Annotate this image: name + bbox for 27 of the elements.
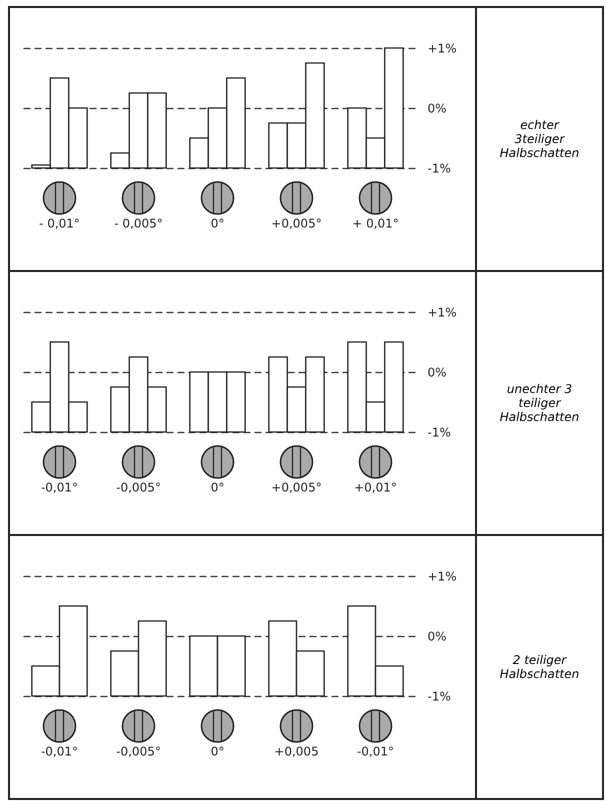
- x-tick-label: +0,005: [274, 744, 319, 758]
- y-tick-label: 0%: [428, 102, 447, 116]
- y-tick-label: +1%: [428, 306, 457, 320]
- x-tick-label: -0,01°: [356, 744, 394, 758]
- y-tick-label: 0%: [428, 630, 447, 644]
- y-tick-label: -1%: [428, 690, 451, 704]
- x-tick-label: 0°: [210, 744, 224, 758]
- x-tick-label: +0,005°: [271, 216, 322, 230]
- x-tick-label: 0°: [210, 216, 224, 230]
- x-tick-label: +0,005°: [271, 480, 322, 494]
- y-tick-label: +1%: [428, 570, 457, 584]
- text: unechter 3 teiliger Halbschatten: [499, 382, 580, 424]
- y-tick-label: 0%: [428, 366, 447, 380]
- x-tick-label: + 0,01°: [352, 216, 399, 230]
- x-tick-label: +0,01°: [354, 480, 397, 494]
- y-tick-label: -1%: [428, 162, 451, 176]
- x-tick-label: 0°: [210, 480, 224, 494]
- y-tick-label: -1%: [428, 426, 451, 440]
- x-tick-label: - 0,01°: [39, 216, 80, 230]
- x-tick-label: -0,01°: [40, 480, 78, 494]
- x-tick-label: - 0,005°: [114, 216, 163, 230]
- x-tick-label: -0,01°: [40, 744, 78, 758]
- text: echter 3teiliger Halbschatten: [499, 118, 580, 160]
- x-tick-label: -0,005°: [116, 480, 161, 494]
- text: 2 teiliger Halbschatten: [499, 653, 580, 681]
- x-tick-label: -0,005°: [116, 744, 161, 758]
- y-tick-label: +1%: [428, 42, 457, 56]
